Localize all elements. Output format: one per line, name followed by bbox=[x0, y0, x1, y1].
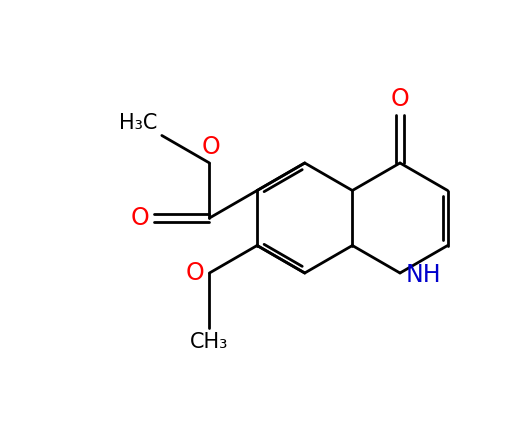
Text: CH₃: CH₃ bbox=[190, 332, 229, 352]
Text: NH: NH bbox=[406, 263, 442, 287]
Text: O: O bbox=[131, 206, 150, 230]
Text: O: O bbox=[186, 261, 204, 285]
Text: O: O bbox=[202, 135, 221, 159]
Text: O: O bbox=[391, 87, 410, 111]
Text: H₃C: H₃C bbox=[119, 113, 158, 133]
